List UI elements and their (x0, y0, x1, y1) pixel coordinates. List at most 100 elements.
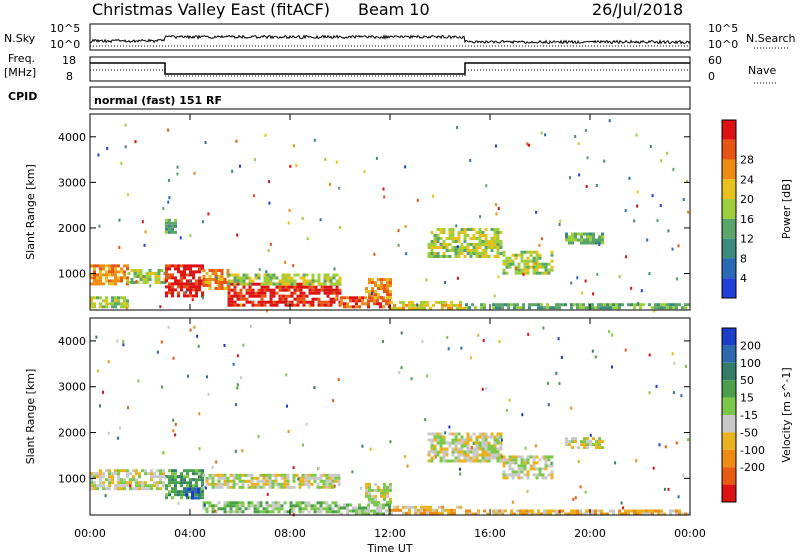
data-cell (271, 507, 275, 511)
data-cell (438, 300, 441, 304)
noise-cell (363, 170, 366, 174)
data-cell (117, 472, 120, 476)
data-cell (466, 453, 470, 457)
data-cell (307, 485, 311, 489)
data-cell (511, 253, 515, 257)
data-cell (374, 488, 377, 492)
data-cell (102, 282, 105, 286)
noise-cell (404, 225, 407, 229)
data-cell (114, 273, 117, 277)
data-cell (111, 299, 114, 303)
data-cell (323, 285, 327, 289)
data-cell (453, 303, 456, 307)
data-cell (389, 278, 392, 282)
data-cell (598, 437, 601, 441)
data-cell (355, 506, 358, 510)
data-cell (335, 297, 339, 301)
data-cell (340, 296, 343, 300)
data-cell (423, 511, 426, 515)
noise-cell (648, 353, 651, 357)
data-cell (448, 249, 452, 252)
data-cell (165, 230, 168, 234)
data-cell (377, 485, 380, 489)
data-cell (168, 221, 171, 225)
data-cell (102, 299, 105, 303)
noise-cell (235, 403, 238, 407)
data-cell (226, 501, 230, 505)
data-cell (371, 290, 374, 294)
data-cell (586, 241, 589, 245)
data-cell (487, 450, 491, 454)
data-cell (468, 306, 471, 310)
data-cell (475, 243, 479, 246)
colorbar-segment (722, 218, 736, 239)
data-cell (263, 288, 267, 292)
data-cell (156, 481, 159, 485)
data-cell (301, 473, 305, 477)
data-cell (532, 250, 536, 254)
data-cell (165, 484, 168, 488)
data-cell (96, 273, 99, 277)
data-cell (501, 509, 504, 513)
noise-cell (164, 476, 167, 480)
data-cell (389, 284, 392, 288)
data-cell (280, 482, 284, 486)
data-cell (502, 470, 506, 474)
data-cell (430, 450, 434, 454)
data-cell (380, 278, 383, 282)
noise-cell (207, 392, 210, 396)
noise-cell (546, 381, 549, 385)
data-cell (245, 300, 249, 304)
data-cell (382, 299, 385, 303)
colorbar-tick-label: 28 (740, 154, 754, 167)
data-cell (429, 306, 432, 310)
data-cell (499, 432, 503, 436)
data-cell (537, 509, 540, 513)
data-cell (292, 507, 296, 511)
data-cell (558, 303, 561, 307)
data-cell (600, 306, 603, 310)
data-cell (337, 504, 341, 508)
noise-cell (129, 484, 132, 488)
data-cell (615, 306, 618, 310)
data-cell (171, 276, 174, 280)
data-cell (229, 504, 233, 508)
data-cell (457, 255, 461, 258)
time-axis-ticks: 00:00 04:00 08:00 12:00 16:00 20:00 00:00 (74, 527, 706, 540)
data-cell (361, 302, 364, 306)
data-cell (265, 501, 269, 505)
data-cell (208, 269, 212, 272)
data-cell (136, 275, 140, 278)
data-cell (287, 273, 291, 277)
data-cell (236, 282, 240, 286)
data-cell (368, 485, 371, 489)
data-cell (592, 235, 595, 239)
data-cell (229, 485, 233, 489)
data-cell (99, 475, 102, 479)
data-cell (93, 484, 96, 488)
data-cell (135, 481, 138, 485)
data-cell (235, 510, 239, 514)
data-cell (123, 302, 126, 306)
data-cell (268, 485, 272, 489)
noise-cell (485, 184, 488, 188)
data-cell (257, 276, 261, 280)
data-cell (183, 276, 186, 280)
noise-cell (559, 219, 562, 223)
data-cell (499, 441, 503, 445)
data-cell (349, 305, 352, 309)
data-cell (571, 440, 574, 444)
noise-cell (240, 303, 243, 307)
data-cell (180, 493, 183, 497)
data-cell (217, 269, 221, 272)
data-cell (111, 475, 114, 479)
noise-cell (459, 467, 461, 471)
data-cell (547, 271, 551, 275)
data-cell (268, 482, 272, 486)
data-cell (165, 221, 168, 225)
data-cell (450, 508, 453, 512)
data-cell (274, 507, 278, 511)
data-cell (368, 494, 371, 498)
data-cell (442, 441, 446, 445)
